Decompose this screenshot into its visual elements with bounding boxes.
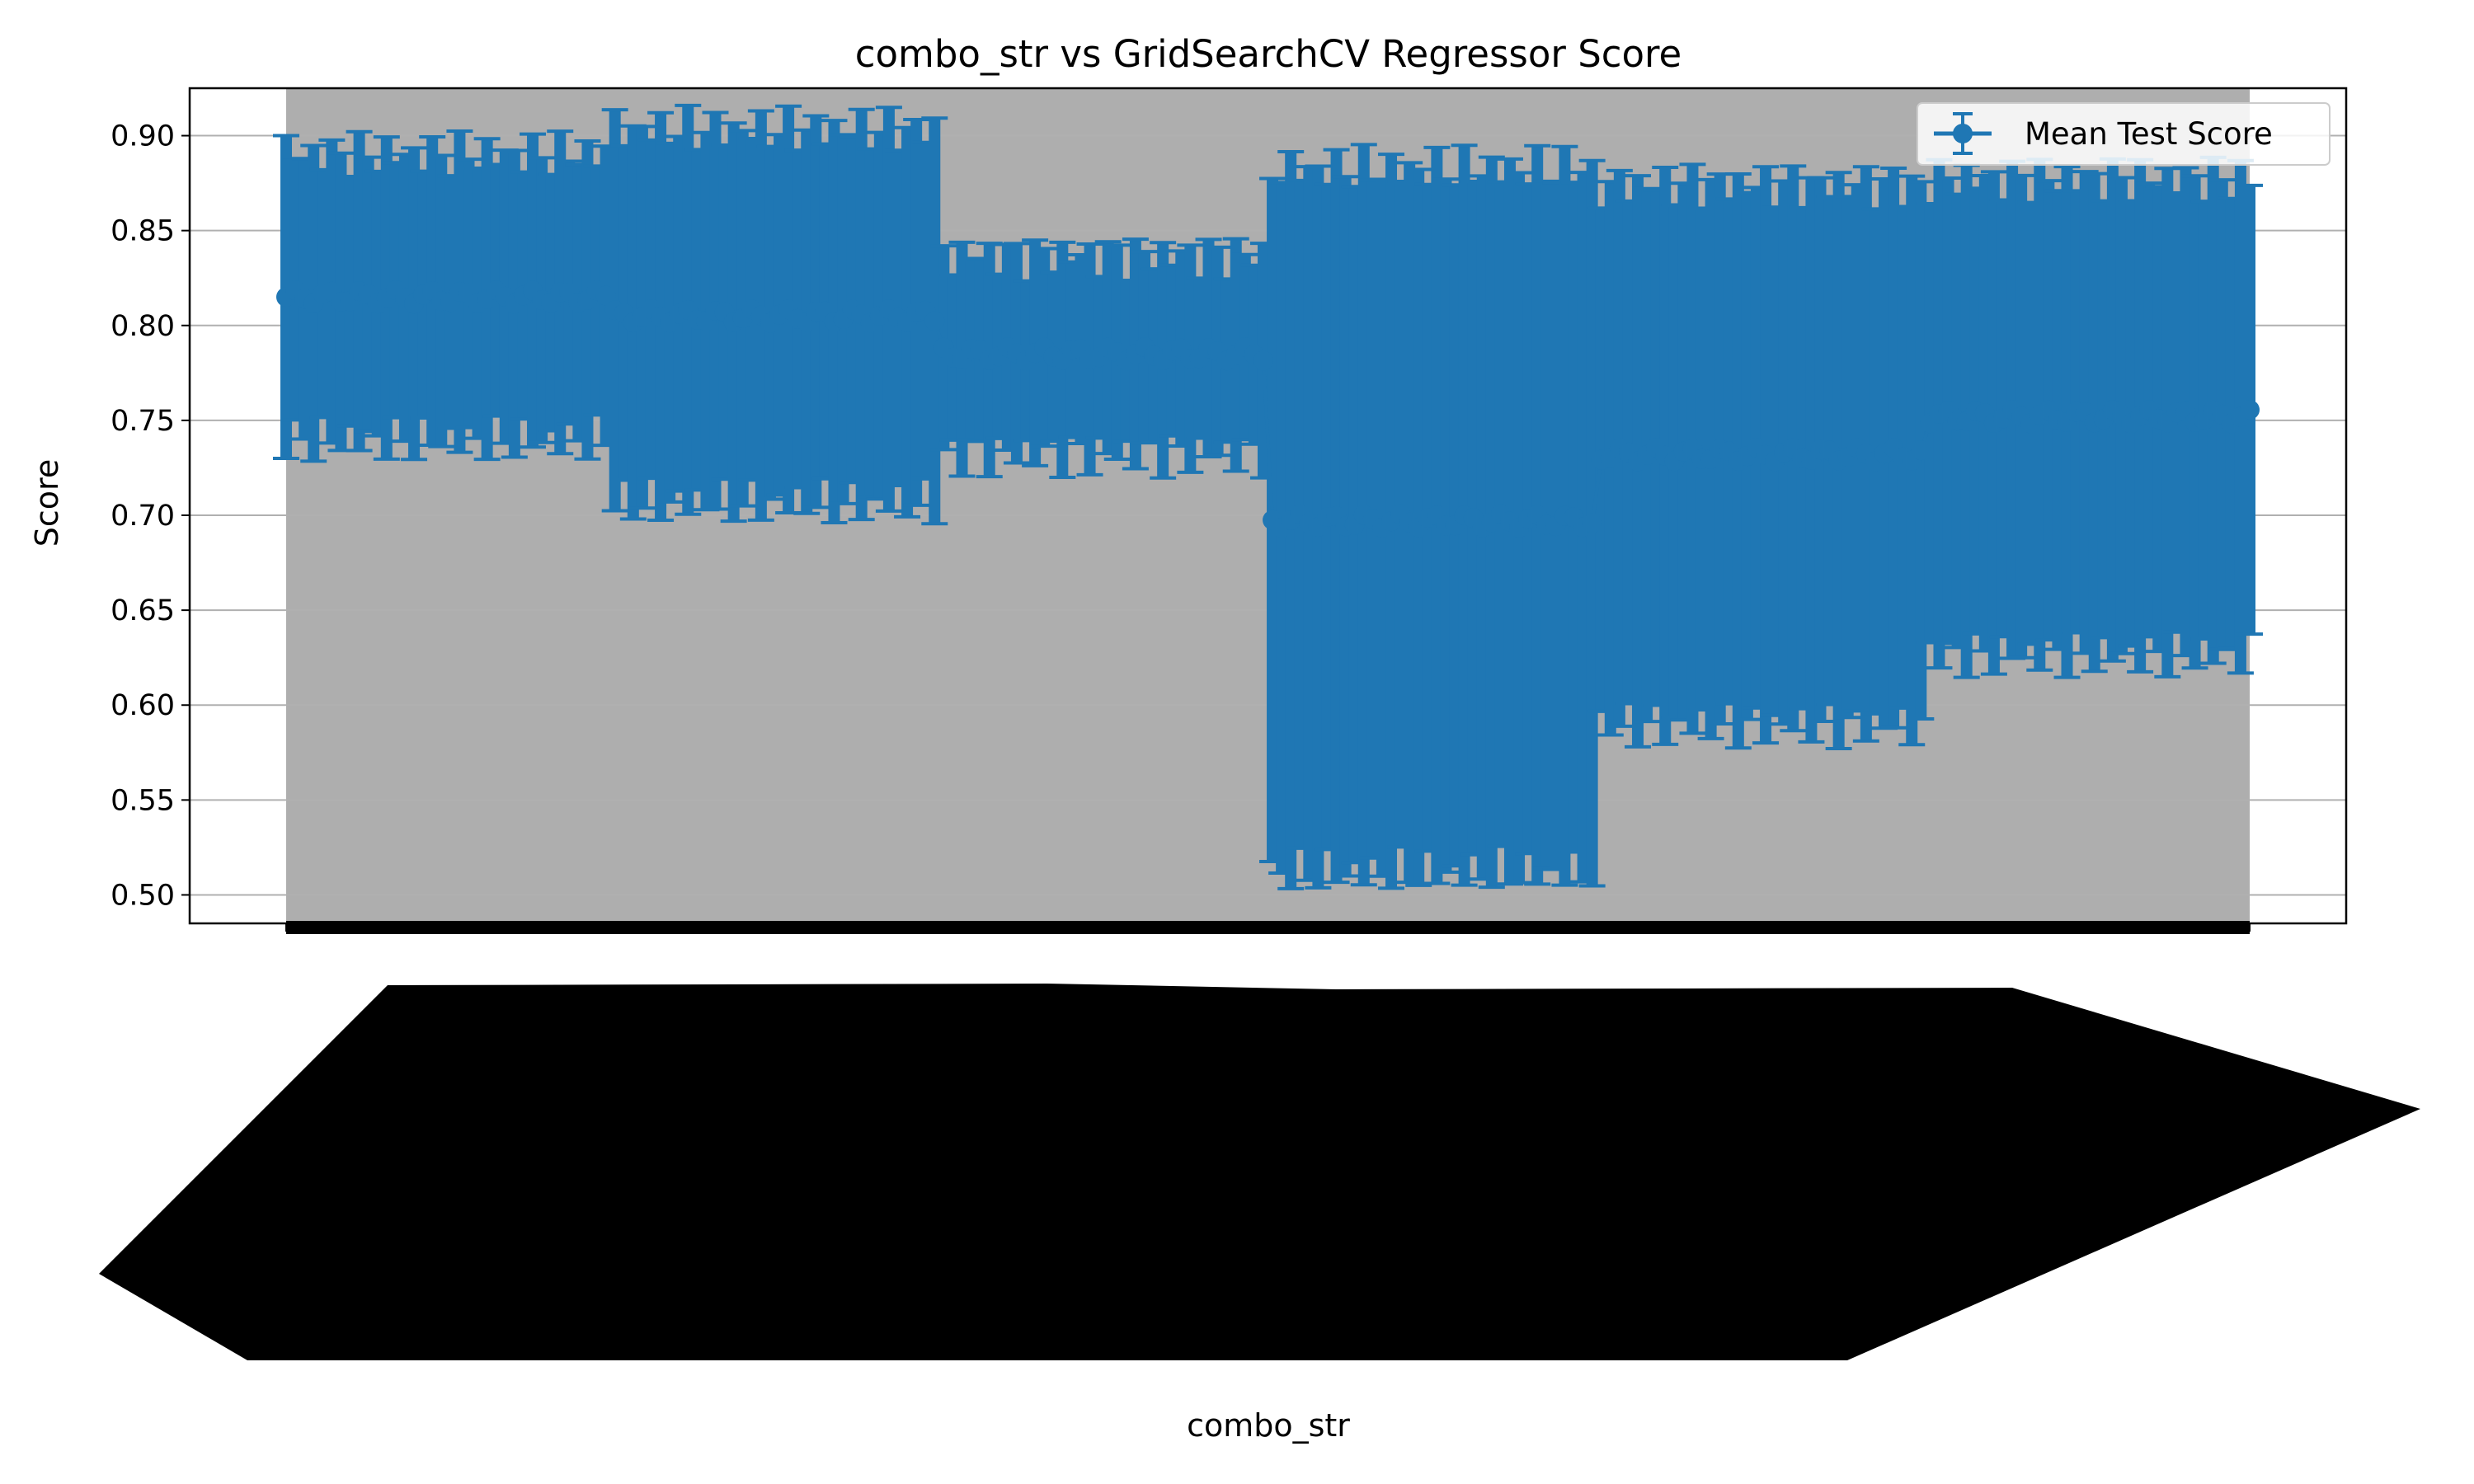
y-tick-label: 0.60 <box>111 689 175 722</box>
x-axis-ticks <box>99 921 2420 1360</box>
data-point <box>2240 400 2260 420</box>
y-tick-label: 0.50 <box>111 879 175 912</box>
y-tick-label: 0.90 <box>111 120 175 153</box>
x-tick-labels-overlapping <box>99 984 2420 1360</box>
data-point <box>1911 440 1931 461</box>
y-tick-label: 0.75 <box>111 405 175 438</box>
y-axis-label: Score <box>29 459 65 547</box>
data-point <box>595 285 616 306</box>
legend-box <box>1917 102 2331 166</box>
y-tick-label: 0.80 <box>111 310 175 343</box>
data-points <box>276 279 2260 538</box>
data-point <box>1582 513 1602 533</box>
data-point <box>924 311 945 331</box>
legend-marker <box>1953 124 1973 143</box>
data-point <box>1253 350 1273 371</box>
legend: Mean Test Score <box>1917 102 2331 166</box>
y-tick-label: 0.85 <box>111 215 175 248</box>
y-axis-ticks: 0.50 0.55 0.60 0.65 0.70 0.75 0.80 0.85 0.90 <box>111 120 190 912</box>
y-tick-label: 0.65 <box>111 594 175 627</box>
chart-title: combo_str vs GridSearchCV Regressor Scor… <box>855 32 1681 76</box>
plot-frame <box>188 87 2348 925</box>
legend-label: Mean Test Score <box>2025 116 2273 152</box>
y-tick-label: 0.55 <box>111 784 175 817</box>
x-axis-label: combo_str <box>1187 1407 1350 1444</box>
y-tick-label: 0.70 <box>111 500 175 533</box>
